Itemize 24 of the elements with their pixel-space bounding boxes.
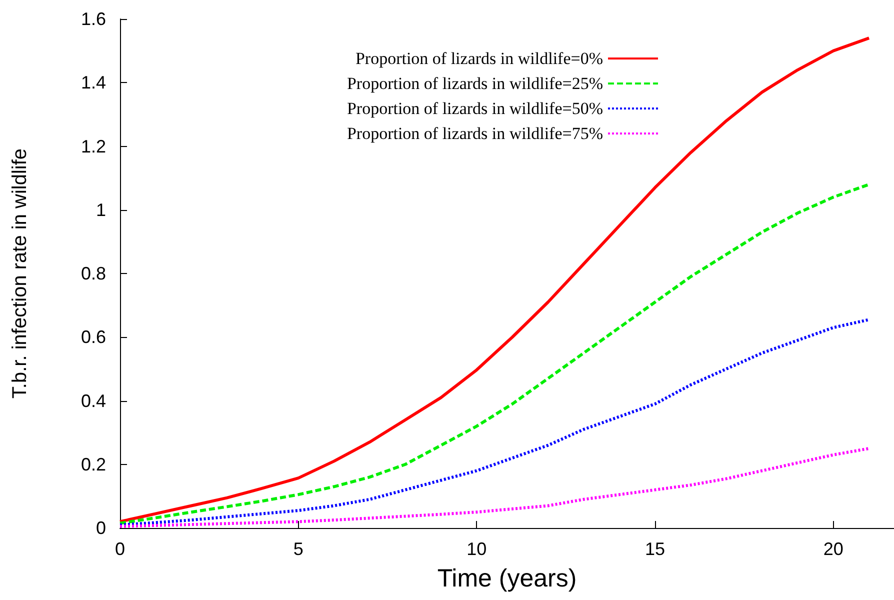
line-series — [118, 318, 871, 526]
x-tick-label: 10 — [466, 539, 487, 559]
line-series — [118, 36, 871, 524]
y-tick-label: 1.2 — [80, 136, 106, 156]
x-axis-title: Time (years) — [437, 564, 577, 592]
y-tick-label: 1.4 — [80, 72, 106, 93]
line-series — [118, 446, 871, 528]
legend-label: Proportion of lizards in wildlife=25% — [346, 74, 603, 93]
legend-label: Proportion of lizards in wildlife=50% — [346, 99, 603, 118]
x-tick-label: 20 — [823, 539, 844, 559]
line-series — [118, 182, 871, 525]
y-tick-label: 0.8 — [80, 264, 106, 284]
y-tick-label: 0.4 — [80, 390, 106, 411]
y-tick-label: 1.6 — [80, 9, 106, 29]
y-tick-label: 0.2 — [80, 454, 106, 474]
x-tick-label: 5 — [293, 539, 304, 559]
y-axis-title: T.b.r. infection rate in wildlife — [9, 148, 31, 399]
x-tick-label: 0 — [114, 539, 126, 559]
y-tick-label: 0 — [96, 518, 106, 538]
y-tick-label: 0.6 — [80, 327, 106, 348]
legend-label: Proportion of lizards in wildlife=0% — [355, 49, 603, 68]
legend-label: Proportion of lizards in wildlife=75% — [346, 124, 603, 143]
x-tick-label: 15 — [645, 539, 666, 559]
y-tick-label: 1 — [96, 200, 106, 220]
